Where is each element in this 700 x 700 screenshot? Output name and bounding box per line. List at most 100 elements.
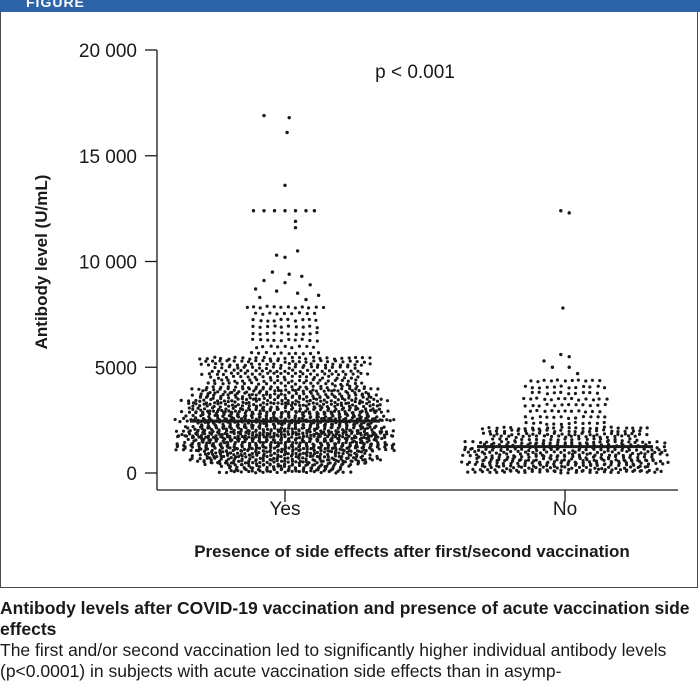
data-point: [552, 415, 556, 419]
data-point: [174, 448, 178, 452]
data-point: [232, 429, 236, 434]
data-point: [602, 386, 607, 390]
data-point: [338, 363, 343, 367]
data-point: [341, 360, 345, 364]
data-point: [290, 469, 294, 473]
data-point: [325, 458, 330, 462]
data-point: [250, 447, 254, 451]
data-point: [269, 429, 273, 433]
data-point: [294, 451, 298, 456]
data-point: [509, 461, 513, 466]
data-point: [473, 449, 477, 454]
data-point: [346, 379, 350, 383]
x-tick-label: No: [553, 499, 577, 520]
data-point: [637, 432, 642, 436]
data-point: [605, 439, 610, 444]
data-point: [357, 389, 361, 393]
data-point: [239, 375, 243, 379]
data-point: [391, 429, 395, 433]
data-point: [351, 413, 356, 417]
data-point: [290, 452, 294, 456]
data-point: [175, 442, 179, 446]
data-point: [497, 458, 501, 462]
data-point: [210, 448, 214, 453]
data-point: [216, 409, 220, 413]
data-point: [241, 395, 245, 399]
data-point: [336, 398, 340, 402]
data-point: [290, 346, 294, 350]
data-point: [241, 356, 245, 360]
data-point: [339, 382, 343, 387]
data-point: [596, 403, 600, 407]
data-point: [261, 470, 265, 474]
data-point: [505, 467, 509, 471]
data-point: [336, 469, 340, 473]
data-point: [298, 403, 302, 408]
data-point: [594, 429, 599, 433]
data-point: [329, 399, 333, 403]
data-point: [592, 458, 596, 462]
data-point: [585, 437, 589, 441]
data-point: [535, 448, 539, 453]
data-point: [215, 455, 219, 459]
data-point: [254, 471, 258, 475]
data-point: [597, 397, 601, 401]
data-point: [378, 458, 383, 462]
data-point: [559, 422, 564, 427]
data-point: [279, 371, 283, 376]
data-point: [323, 422, 328, 426]
data-point: [304, 463, 308, 467]
data-point: [344, 416, 348, 420]
data-point: [206, 424, 211, 428]
data-point: [239, 470, 243, 474]
data-point: [365, 401, 369, 406]
data-point: [284, 452, 288, 456]
data-point: [537, 390, 541, 394]
data-point: [197, 442, 201, 446]
data-point: [326, 408, 330, 413]
data-point: [233, 385, 238, 389]
data-point: [487, 426, 491, 430]
data-point: [218, 356, 223, 361]
data-point: [245, 305, 249, 309]
data-point: [314, 318, 318, 322]
data-point: [301, 423, 306, 427]
data-point: [559, 352, 563, 357]
data-point: [584, 441, 589, 445]
data-point: [552, 391, 556, 395]
data-point: [251, 397, 255, 401]
data-point: [272, 371, 276, 375]
data-point: [463, 440, 467, 444]
data-point: [279, 464, 283, 468]
data-point: [349, 453, 353, 457]
data-point: [251, 209, 256, 213]
data-point: [293, 338, 297, 342]
data-point: [362, 360, 367, 364]
data-point: [294, 391, 298, 396]
data-point: [273, 392, 277, 396]
data-point: [355, 431, 360, 435]
data-point: [218, 405, 222, 409]
data-point: [477, 455, 481, 459]
data-point: [660, 450, 664, 454]
data-point: [316, 363, 320, 367]
data-point: [645, 426, 649, 430]
data-point: [342, 429, 346, 433]
data-point: [214, 434, 218, 438]
data-point: [337, 454, 341, 459]
data-point: [588, 451, 592, 455]
data-point: [244, 409, 248, 413]
data-point: [368, 404, 372, 408]
data-point: [616, 429, 620, 434]
data-point: [214, 439, 218, 443]
data-point: [347, 464, 351, 468]
data-point: [392, 448, 396, 453]
data-point: [584, 465, 588, 470]
data-point: [574, 426, 578, 430]
data-point: [266, 371, 270, 375]
data-point: [523, 415, 528, 419]
data-point: [342, 376, 347, 380]
data-point: [368, 453, 372, 457]
data-point: [272, 305, 276, 309]
data-point: [247, 435, 251, 439]
